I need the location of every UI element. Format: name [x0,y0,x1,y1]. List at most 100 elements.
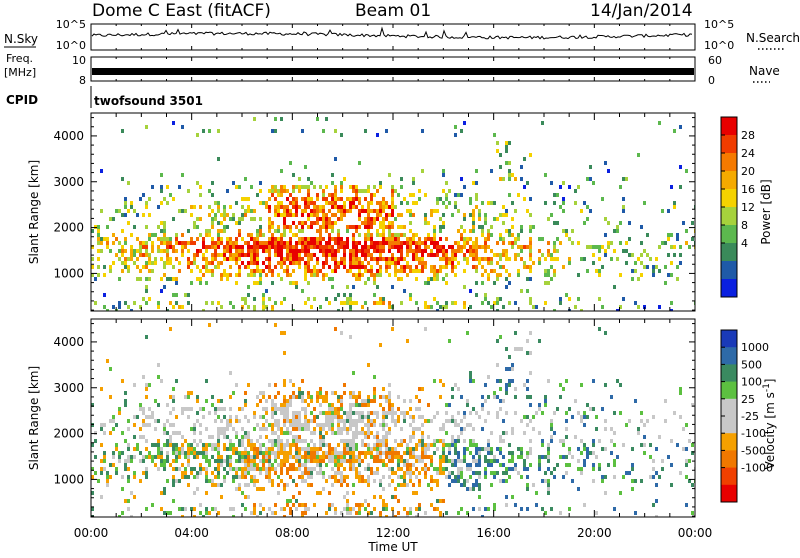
heatmap-cell [139,253,142,257]
heatmap-cell [469,443,472,447]
heatmap-cell [295,415,298,419]
heatmap-cell [355,427,358,431]
heatmap-cell [325,451,328,455]
heatmap-cell [223,229,226,233]
heatmap-cell [313,407,316,411]
heatmap-cell [352,435,355,439]
heatmap-cell [340,451,343,455]
heatmap-cell [679,391,682,395]
heatmap-cell [214,443,217,447]
heatmap-cell [211,455,214,459]
heatmap-cell [343,213,346,217]
heatmap-cell [358,189,361,193]
heatmap-cell [484,237,487,241]
heatmap-cell [520,447,523,451]
heatmap-cell [241,503,244,507]
heatmap-cell [412,181,415,185]
heatmap-cell [670,439,673,443]
heatmap-cell [382,241,385,245]
heatmap-cell [130,245,133,249]
heatmap-cell [385,269,388,273]
heatmap-cell [355,459,358,463]
heatmap-cell [436,241,439,245]
heatmap-cell [205,447,208,451]
heatmap-cell [304,507,307,511]
heatmap-cell [391,185,394,189]
heatmap-cell [256,245,259,249]
heatmap-cell [388,411,391,415]
heatmap-cell [553,221,556,225]
heatmap-cell [217,265,220,269]
heatmap-cell [505,383,508,387]
heatmap-cell [250,447,253,451]
heatmap-cell [277,435,280,439]
heatmap-cell [640,479,643,483]
heatmap-cell [367,395,370,399]
heatmap-cell [415,277,418,281]
heatmap-cell [295,507,298,511]
heatmap-cell [367,435,370,439]
heatmap-cell [661,241,664,245]
heatmap-cell [349,419,352,423]
heatmap-cell [385,455,388,459]
heatmap-cell [412,491,415,495]
heatmap-cell [547,455,550,459]
heatmap-cell [427,305,430,309]
heatmap-cell [415,269,418,273]
heatmap-cell [349,309,352,311]
heatmap-cell [580,415,583,419]
heatmap-cell [301,245,304,249]
heatmap-cell [301,289,304,293]
heatmap-cell [187,293,190,297]
heatmap-cell [334,447,337,451]
heatmap-cell [199,431,202,435]
heatmap-cell [286,427,289,431]
heatmap-cell [364,253,367,257]
heatmap-cell [388,305,391,309]
heatmap-cell [295,197,298,201]
heatmap-cell [334,265,337,269]
heatmap-cell [238,439,241,443]
heatmap-cell [586,269,589,273]
heatmap-cell [472,443,475,447]
heatmap-cell [313,269,316,273]
heatmap-cell [256,515,259,517]
heatmap-cell [196,181,199,185]
heatmap-cell [346,301,349,305]
heatmap-cell [265,455,268,459]
heatmap-cell [328,407,331,411]
heatmap-cell [289,161,292,165]
heatmap-cell [415,407,418,411]
heatmap-cell [481,229,484,233]
heatmap-cell [529,351,532,355]
heatmap-cell [454,241,457,245]
heatmap-cell [460,395,463,399]
heatmap-cell [382,245,385,249]
heatmap-cell [253,237,256,241]
heatmap-cell [313,467,316,471]
heatmap-cell [292,253,295,257]
heatmap-cell [418,407,421,411]
heatmap-cell [151,411,154,415]
heatmap-cell [337,467,340,471]
heatmap-cell [160,379,163,383]
heatmap-cell [433,277,436,281]
heatmap-cell [415,201,418,205]
heatmap-cell [331,403,334,407]
heatmap-cell [394,205,397,209]
heatmap-cell [232,305,235,309]
heatmap-cell [355,511,358,515]
heatmap-cell [253,257,256,261]
heatmap-cell [370,225,373,229]
heatmap-cell [382,463,385,467]
heatmap-cell [304,415,307,419]
heatmap-cell [358,273,361,277]
heatmap-cell [199,185,202,189]
heatmap-cell [283,423,286,427]
heatmap-cell [382,297,385,301]
heatmap-cell [601,305,604,309]
heatmap-cell [640,443,643,447]
heatmap-cell [526,387,529,391]
heatmap-cell [259,487,262,491]
heatmap-cell [463,301,466,305]
